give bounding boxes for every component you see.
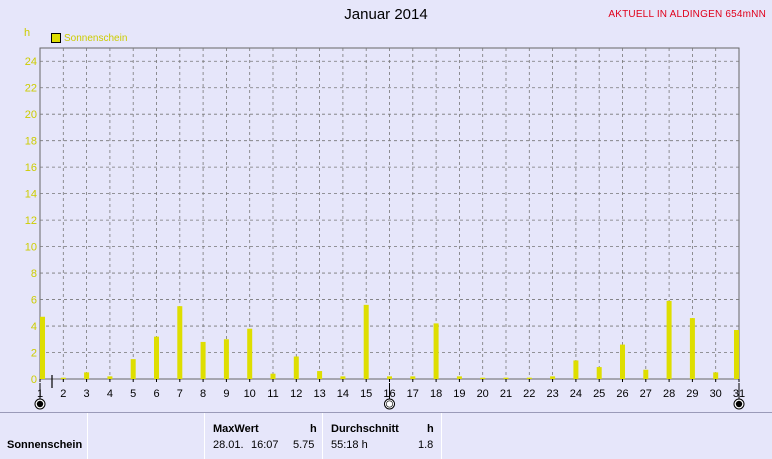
max-header: MaxWert	[213, 423, 259, 435]
sunshine-bar	[573, 360, 579, 379]
y-tick-label: 20	[25, 109, 37, 121]
sunshine-bar	[433, 323, 439, 379]
y-tick-label: 6	[31, 295, 37, 307]
sunshine-bar	[247, 328, 253, 379]
sunshine-bar	[456, 376, 462, 379]
sunshine-bar	[713, 372, 719, 379]
sunshine-bar	[734, 330, 739, 379]
sunshine-bar	[40, 316, 45, 379]
x-tick-label: 11	[267, 388, 278, 400]
sunshine-bar	[84, 372, 90, 379]
table-empty-cell	[442, 413, 772, 459]
sunshine-bar	[689, 318, 695, 379]
x-tick-label: 29	[686, 388, 698, 400]
legend: Sonnenschein	[51, 32, 127, 44]
sunshine-bar	[107, 376, 113, 379]
sunshine-bar	[270, 373, 276, 379]
average-value: 1.8	[418, 439, 434, 451]
sunshine-bar	[550, 376, 556, 379]
sunshine-bar	[596, 367, 602, 379]
x-tick-label: 23	[546, 388, 558, 400]
max-unit: h	[310, 423, 317, 435]
table-label-cell: Sonnenschein	[0, 413, 88, 459]
y-tick-label: 0	[31, 374, 37, 386]
max-time: 16:07	[251, 439, 279, 451]
average-unit: h	[427, 423, 434, 435]
y-tick-label: 12	[25, 215, 37, 227]
sunshine-bar	[363, 304, 369, 379]
x-tick-label: 14	[337, 388, 349, 400]
x-tick-label: 15	[360, 388, 372, 400]
statistics-table: Sonnenschein MaxWert h 28.01. 16:07 5.75…	[0, 412, 772, 459]
x-tick-label: 10	[244, 388, 256, 400]
y-tick-label: 8	[31, 268, 37, 280]
x-tick-label: 9	[223, 388, 229, 400]
x-tick-label: 26	[616, 388, 628, 400]
sunshine-bar	[223, 339, 229, 379]
x-tick-label: 28	[663, 388, 675, 400]
sunshine-bar	[177, 306, 183, 379]
y-tick-label: 16	[25, 162, 37, 174]
x-tick-label: 8	[200, 388, 206, 400]
y-axis-unit: h	[24, 27, 31, 39]
x-tick-label: 19	[453, 388, 465, 400]
x-tick-label: 2	[60, 388, 66, 400]
x-tick-label: 27	[640, 388, 652, 400]
x-tick-label: 25	[593, 388, 605, 400]
y-tick-label: 2	[31, 348, 37, 360]
new-moon-fill	[36, 400, 44, 408]
full-moon-ring	[385, 400, 393, 408]
sunshine-bar	[643, 369, 649, 379]
table-spacer-cell	[88, 413, 205, 459]
station-label: AKTUELL IN ALDINGEN 654mNN	[608, 9, 766, 20]
y-tick-label: 10	[25, 242, 37, 254]
y-tick-label: 4	[31, 321, 37, 333]
sunshine-bar	[526, 377, 532, 379]
legend-label: Sonnenschein	[64, 32, 128, 44]
y-tick-label: 14	[25, 189, 37, 201]
table-row-label: Sonnenschein	[7, 439, 83, 451]
sunshine-bar	[130, 359, 136, 379]
sunshine-chart: 0246810121416182022241234567891011121314…	[25, 47, 745, 410]
sunshine-bar	[340, 376, 346, 379]
average-cell: Durchschnitt h 55:18 h 1.8	[323, 413, 442, 459]
sunshine-bar	[666, 300, 672, 379]
sunshine-bar	[154, 336, 159, 379]
x-tick-label: 12	[290, 388, 302, 400]
x-tick-label: 7	[177, 388, 183, 400]
sunshine-bar	[480, 377, 486, 379]
y-tick-label: 22	[25, 83, 37, 95]
x-tick-label: 22	[523, 388, 535, 400]
sunshine-bar	[503, 377, 509, 379]
sunshine-bar	[200, 341, 206, 379]
y-tick-label: 24	[25, 56, 37, 68]
x-tick-label: 30	[710, 388, 722, 400]
sunshine-bar	[620, 344, 625, 379]
sunshine-bar	[317, 371, 323, 379]
average-header: Durchschnitt	[331, 423, 399, 435]
y-tick-label: 18	[25, 136, 37, 148]
x-tick-label: 17	[407, 388, 419, 400]
max-value: 5.75	[293, 439, 315, 451]
sunshine-bar	[387, 376, 392, 379]
sunshine-bar	[293, 356, 299, 379]
x-tick-label: 13	[313, 388, 325, 400]
new-moon-fill	[735, 400, 743, 408]
chart-title: Januar 2014	[344, 6, 428, 23]
x-tick-label: 6	[153, 388, 159, 400]
average-sum: 55:18 h	[331, 439, 368, 451]
x-tick-label: 3	[84, 388, 90, 400]
max-date: 28.01.	[213, 439, 244, 451]
sunshine-bar	[60, 377, 66, 379]
x-tick-label: 4	[107, 388, 113, 400]
sunshine-bar	[410, 376, 416, 379]
x-tick-label: 18	[430, 388, 442, 400]
max-value-cell: MaxWert h 28.01. 16:07 5.75	[205, 413, 323, 459]
x-tick-label: 20	[477, 388, 489, 400]
x-tick-label: 5	[130, 388, 136, 400]
x-tick-label: 21	[500, 388, 512, 400]
legend-swatch	[51, 33, 61, 43]
x-tick-label: 24	[570, 388, 582, 400]
